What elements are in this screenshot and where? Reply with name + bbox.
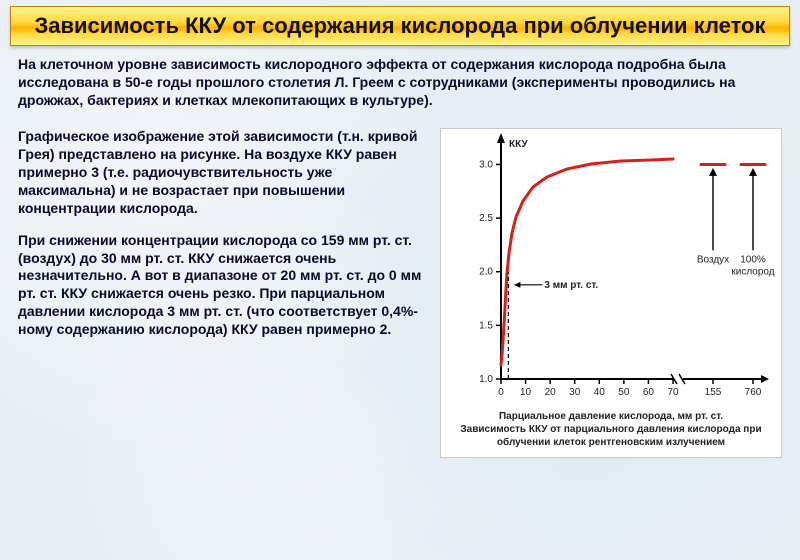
content-area: На клеточном уровне зависимость кислород…	[0, 56, 800, 458]
paragraph-2: При снижении концентрации кислорода со 1…	[18, 232, 426, 339]
svg-text:155: 155	[705, 387, 722, 398]
svg-text:Воздух: Воздух	[697, 254, 729, 265]
gray-curve-chart: ККУ 1.0 1.5 2.0 2.5 3.0 0 10 20 30 40 50 60 70 155 760 3…	[440, 128, 782, 458]
main-row: Графическое изображение этой зависимости…	[18, 128, 782, 458]
svg-text:2.5: 2.5	[479, 213, 493, 224]
svg-text:0: 0	[498, 387, 504, 398]
svg-text:70: 70	[667, 387, 679, 398]
paragraph-1: Графическое изображение этой зависимости…	[18, 128, 426, 218]
svg-text:ККУ: ККУ	[509, 139, 528, 150]
chart-caption: Зависимость ККУ от парциального давления…	[441, 422, 781, 453]
svg-text:2.0: 2.0	[479, 267, 493, 278]
paragraphs-column: Графическое изображение этой зависимости…	[18, 128, 426, 458]
svg-text:20: 20	[545, 387, 557, 398]
chart-svg: ККУ 1.0 1.5 2.0 2.5 3.0 0 10 20 30 40 50 60 70 155 760 3…	[441, 129, 781, 409]
svg-text:60: 60	[643, 387, 655, 398]
intro-paragraph: На клеточном уровне зависимость кислород…	[18, 56, 782, 110]
svg-text:3 мм рт. ст.: 3 мм рт. ст.	[544, 280, 598, 291]
page-title: Зависимость ККУ от содержания кислорода …	[23, 13, 777, 39]
svg-text:3.0: 3.0	[479, 160, 493, 171]
svg-text:1.0: 1.0	[479, 374, 493, 385]
svg-text:760: 760	[745, 387, 762, 398]
svg-text:30: 30	[569, 387, 581, 398]
svg-text:10: 10	[520, 387, 532, 398]
svg-text:кислород: кислород	[731, 266, 774, 277]
svg-text:40: 40	[594, 387, 606, 398]
svg-text:100%: 100%	[740, 254, 766, 265]
title-bar: Зависимость ККУ от содержания кислорода …	[10, 6, 790, 46]
svg-text:50: 50	[618, 387, 630, 398]
svg-text:1.5: 1.5	[479, 320, 493, 331]
x-axis-title: Парциальное давление кислорода, мм рт. с…	[441, 409, 781, 422]
